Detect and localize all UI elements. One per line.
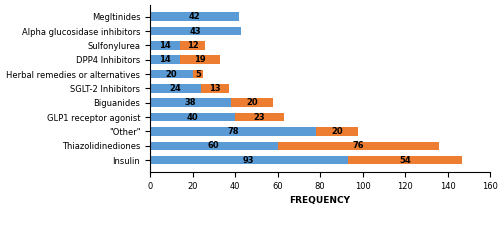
- Text: 12: 12: [186, 41, 198, 50]
- Text: 20: 20: [246, 98, 258, 107]
- Text: 20: 20: [331, 127, 343, 136]
- Bar: [150, 127, 316, 136]
- Bar: [201, 84, 228, 93]
- Bar: [180, 41, 206, 50]
- Bar: [150, 27, 242, 35]
- Text: 42: 42: [189, 12, 200, 21]
- Text: 43: 43: [190, 27, 202, 36]
- Text: 13: 13: [209, 84, 220, 93]
- Text: 24: 24: [170, 84, 181, 93]
- Bar: [192, 70, 203, 78]
- Text: 60: 60: [208, 141, 220, 150]
- Bar: [231, 98, 273, 107]
- Text: 38: 38: [184, 98, 196, 107]
- Bar: [316, 127, 358, 136]
- Text: 54: 54: [399, 156, 411, 165]
- Bar: [150, 141, 278, 150]
- Text: 78: 78: [227, 127, 238, 136]
- Bar: [150, 41, 180, 50]
- Text: 5: 5: [195, 70, 201, 79]
- Text: 14: 14: [159, 55, 171, 64]
- Text: 76: 76: [352, 141, 364, 150]
- Text: 23: 23: [254, 113, 265, 122]
- Text: 93: 93: [243, 156, 254, 165]
- Bar: [278, 141, 439, 150]
- Bar: [150, 70, 192, 78]
- Bar: [150, 12, 240, 21]
- X-axis label: FREQUENCY: FREQUENCY: [290, 196, 350, 205]
- Text: 19: 19: [194, 55, 206, 64]
- Bar: [150, 98, 231, 107]
- Text: 20: 20: [166, 70, 177, 79]
- Bar: [235, 113, 284, 121]
- Bar: [180, 55, 220, 64]
- Bar: [150, 156, 348, 164]
- Bar: [150, 113, 235, 121]
- Text: 40: 40: [186, 113, 198, 122]
- Text: 14: 14: [159, 41, 171, 50]
- Bar: [150, 55, 180, 64]
- Bar: [150, 84, 201, 93]
- Bar: [348, 156, 463, 164]
